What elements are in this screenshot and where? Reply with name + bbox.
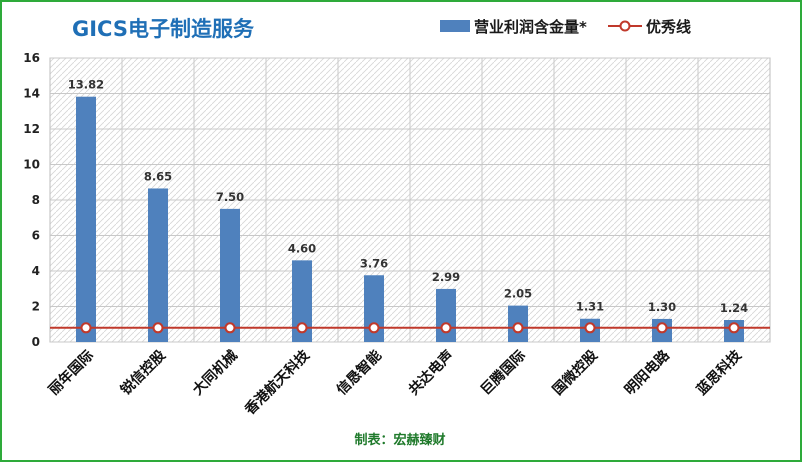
y-tick-label: 16 (23, 51, 40, 65)
x-category-label: 丽年国际 (45, 347, 97, 399)
excellent-line-marker (80, 322, 92, 334)
bar-data-label: 13.82 (68, 78, 104, 92)
x-category-label: 国微控股 (549, 346, 601, 398)
bar (220, 208, 240, 342)
bar (364, 275, 384, 342)
bar-data-label: 1.30 (648, 300, 676, 314)
x-category-label: 明阳电路 (621, 346, 673, 398)
x-category-label: 大同机械 (189, 347, 241, 399)
x-axis: 丽年国际 锐信控股 大同机械 香港航天科技 信恳智能 共达电声 巨腾国际 国微控股 明阳电路 蓝思… (45, 346, 745, 419)
chart-credit: 制表：宏赫臻财 (354, 432, 445, 448)
bar-data-label: 4.60 (288, 241, 316, 255)
bar-data-label: 3.76 (360, 256, 388, 270)
y-tick-label: 12 (23, 122, 40, 136)
bar-data-label: 8.65 (144, 169, 172, 183)
excellent-line-marker (296, 322, 308, 334)
excellent-line-marker (512, 322, 524, 334)
legend-bar-label: 营业利润含金量* (474, 18, 587, 36)
legend-line-label: 优秀线 (646, 18, 691, 36)
excellent-line-marker (728, 322, 740, 334)
excellent-line-marker (584, 322, 596, 334)
x-category-label: 锐信控股 (117, 346, 169, 398)
y-tick-label: 2 (32, 300, 40, 314)
y-axis: 0 2 4 6 8 10 12 14 16 (23, 51, 40, 349)
bar-data-label: 2.05 (504, 287, 532, 301)
excellent-line-marker (368, 322, 380, 334)
legend: 营业利润含金量* 优秀线 (440, 18, 691, 36)
bar (292, 260, 312, 342)
excellent-line-marker (440, 322, 452, 334)
y-tick-label: 14 (23, 87, 40, 101)
chart-title: GICS电子制造服务 (72, 17, 255, 41)
gridlines (50, 57, 770, 343)
x-category-label: 蓝思科技 (693, 346, 745, 398)
excellent-line-marker (152, 322, 164, 334)
excellent-line-marker (224, 322, 236, 334)
bar-data-label: 1.31 (576, 300, 604, 314)
y-tick-label: 0 (32, 335, 40, 349)
bar-data-label: 2.99 (432, 270, 460, 284)
bar-data-label: 1.24 (720, 301, 748, 315)
x-category-label: 共达电声 (405, 347, 457, 399)
bar (436, 288, 456, 342)
y-tick-label: 8 (32, 193, 40, 207)
bar-data-label: 7.50 (216, 190, 244, 204)
excellent-line-series (50, 322, 770, 334)
x-category-label: 巨腾国际 (477, 347, 529, 399)
x-category-label: 信恳智能 (333, 347, 385, 399)
y-tick-label: 4 (32, 264, 40, 278)
y-tick-label: 6 (32, 229, 40, 243)
excellent-line-marker (656, 322, 668, 334)
bar (148, 188, 168, 342)
x-category-label: 香港航天科技 (241, 346, 314, 419)
legend-line-marker (619, 20, 631, 32)
legend-bar-swatch (440, 20, 470, 32)
bar (76, 96, 96, 342)
y-tick-label: 10 (23, 158, 40, 172)
